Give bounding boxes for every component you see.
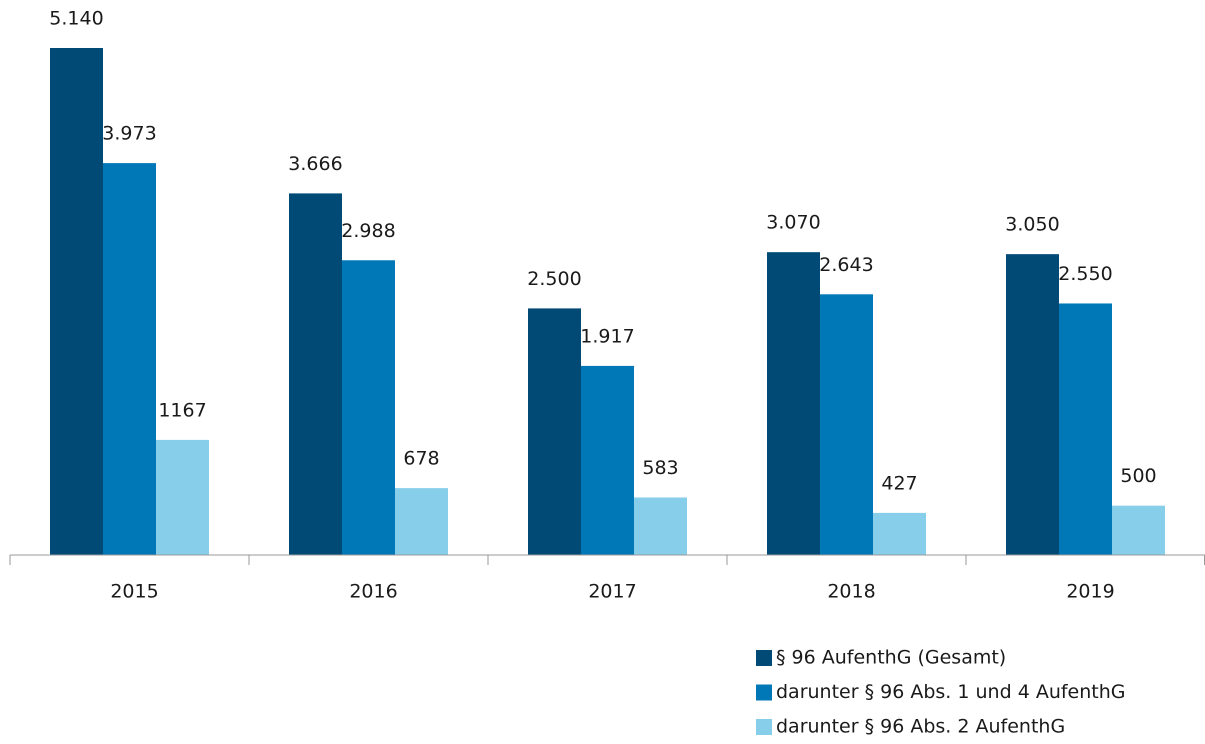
bar (156, 439, 209, 555)
bar (528, 308, 581, 555)
value-label: 678 (403, 448, 439, 470)
legend-label: darunter § 96 Abs. 1 und 4 AufenthG (776, 681, 1126, 703)
bar (1006, 254, 1059, 556)
x-tick-label: 2015 (110, 581, 158, 603)
bar (820, 294, 873, 555)
bar (289, 193, 342, 555)
bar (50, 48, 103, 555)
value-label: 3.666 (288, 153, 342, 175)
x-tick-label: 2016 (349, 581, 397, 603)
legend-swatch (756, 684, 772, 701)
bar (634, 497, 687, 555)
x-tick-label: 2017 (588, 581, 636, 603)
legend-label: § 96 AufenthG (Gesamt) (776, 647, 1006, 669)
value-label: 2.500 (527, 268, 581, 290)
value-label: 427 (881, 472, 917, 494)
value-label: 583 (642, 457, 678, 479)
bar (342, 260, 395, 555)
value-label: 3.050 (1005, 214, 1059, 236)
value-label: 3.973 (102, 123, 156, 145)
value-label: 1167 (158, 399, 206, 421)
bar (581, 365, 634, 555)
value-label: 2.643 (819, 254, 873, 276)
legend-label: darunter § 96 Abs. 2 AufenthG (776, 716, 1065, 738)
value-label: 5.140 (49, 8, 103, 30)
value-label: 500 (1120, 465, 1156, 487)
bar (1112, 505, 1165, 555)
legend-swatch (756, 650, 772, 666)
legend-swatch (756, 719, 772, 735)
x-tick-label: 2018 (827, 581, 875, 603)
bar (873, 512, 926, 555)
bar (1059, 303, 1112, 555)
bar (767, 252, 820, 555)
bar (103, 163, 156, 555)
value-label: 2.988 (341, 220, 395, 242)
value-label: 3.070 (766, 212, 820, 234)
bar (395, 488, 448, 555)
value-label: 1.917 (580, 325, 634, 347)
x-tick-label: 2019 (1066, 581, 1114, 603)
value-label: 2.550 (1058, 263, 1112, 285)
